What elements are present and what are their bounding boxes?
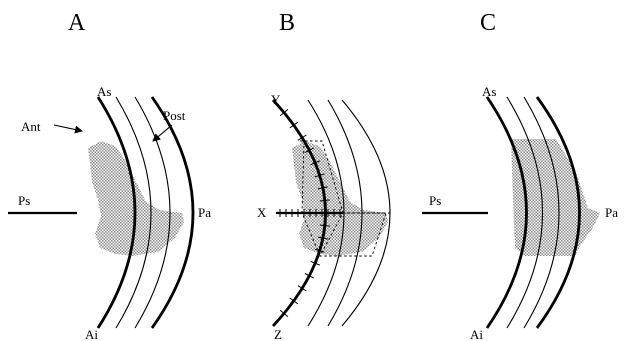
panel-b-letter: B — [279, 10, 295, 36]
curve-tick — [279, 109, 289, 117]
curve-tick — [310, 260, 320, 266]
label-z: Z — [274, 327, 282, 341]
curve-tick — [317, 236, 328, 240]
curve-tick — [314, 173, 325, 178]
panel-c-anterior-surface — [485, 96, 528, 329]
label-ai-c: Ai — [470, 327, 483, 341]
panel-c-middle-curve-2 — [523, 96, 560, 329]
label-x: X — [257, 205, 267, 220]
panel-b-x-axis-ticks — [279, 209, 341, 217]
label-as-a: As — [97, 84, 111, 99]
label-ps-c: Ps — [429, 193, 441, 208]
label-y: Y — [271, 92, 281, 107]
label-pa-c: Pa — [605, 205, 618, 220]
curve-tick — [297, 134, 307, 141]
label-ps-a: Ps — [18, 193, 30, 208]
panel-a-post-arrow — [152, 124, 173, 142]
curve-tick — [304, 273, 314, 279]
panel-b-curve-ticks — [279, 109, 330, 317]
panel-c-middle-curve-1 — [506, 96, 543, 329]
curve-tick — [279, 309, 289, 317]
curve-tick — [319, 199, 330, 202]
curve-tick — [319, 224, 330, 227]
label-as-c: As — [482, 84, 496, 99]
panel-a: A As Ant Post Ps Pa Ai — [8, 10, 211, 341]
panel-a-anterior-surface — [96, 96, 137, 329]
curve-tick — [314, 248, 325, 253]
panel-a-ant-arrow — [53, 124, 83, 134]
panel-a-middle-curve-2 — [134, 96, 171, 329]
panel-a-middle-curve-1 — [115, 96, 152, 329]
label-post: Post — [163, 108, 186, 123]
curve-tick — [289, 297, 299, 305]
panel-c: C As Ps Pa Ai — [422, 10, 618, 341]
label-ant: Ant — [21, 119, 41, 134]
curve-tick — [289, 121, 299, 129]
label-pa-a: Pa — [198, 205, 211, 220]
curve-tick — [304, 147, 314, 153]
curve-tick — [317, 186, 328, 190]
curve-tick — [297, 285, 307, 292]
panel-a-shaded-region — [88, 141, 184, 256]
label-ai-a: Ai — [85, 327, 98, 341]
panel-b-shaded-region — [292, 141, 388, 256]
panel-b: B Y X Z — [257, 10, 392, 341]
panel-c-letter: C — [480, 10, 496, 36]
panel-a-letter: A — [68, 10, 86, 36]
curve-tick — [310, 160, 320, 166]
panel-c-posterior-surface — [535, 96, 581, 329]
